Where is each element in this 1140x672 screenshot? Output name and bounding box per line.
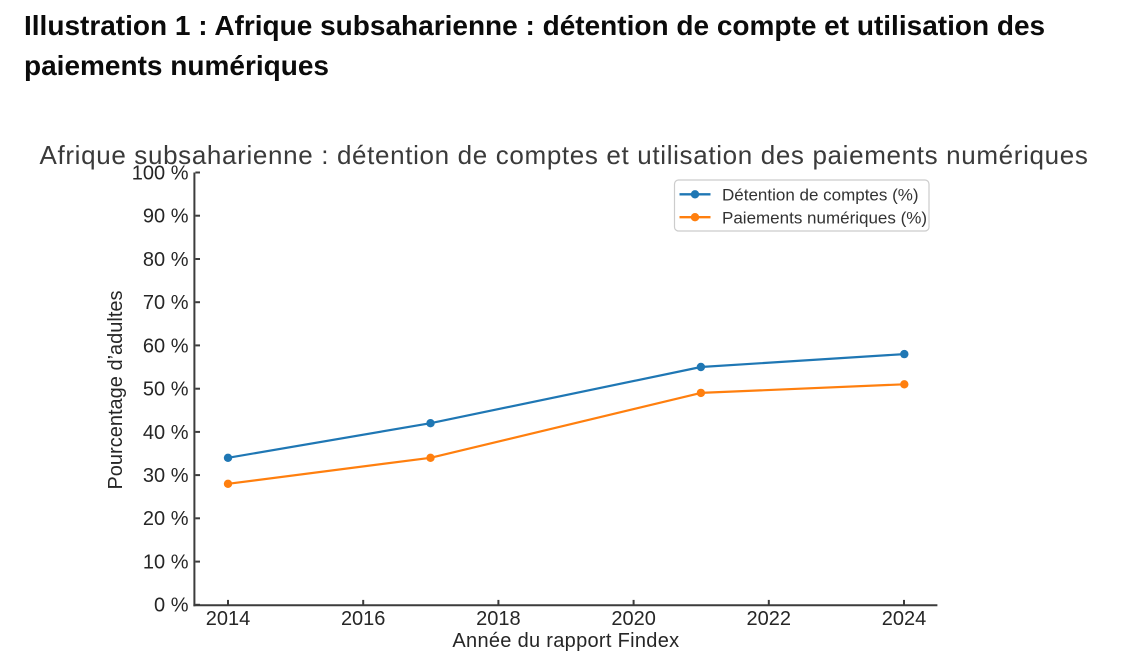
- svg-text:2014: 2014: [206, 608, 251, 630]
- svg-text:60 %: 60 %: [143, 335, 189, 357]
- svg-text:2022: 2022: [747, 608, 792, 630]
- svg-text:10 %: 10 %: [143, 552, 189, 574]
- svg-text:2016: 2016: [341, 608, 386, 630]
- svg-text:Afrique subsaharienne : détent: Afrique subsaharienne : détention de com…: [40, 140, 1089, 170]
- svg-text:50 %: 50 %: [143, 379, 189, 401]
- svg-text:40 %: 40 %: [143, 422, 189, 444]
- svg-text:0 %: 0 %: [154, 595, 189, 617]
- svg-text:2024: 2024: [882, 608, 927, 630]
- svg-text:80 %: 80 %: [143, 249, 189, 271]
- svg-text:70 %: 70 %: [143, 292, 189, 314]
- svg-text:Année du rapport Findex: Année du rapport Findex: [452, 630, 679, 652]
- svg-text:Pourcentage d’adultes: Pourcentage d’adultes: [105, 290, 127, 489]
- svg-text:20 %: 20 %: [143, 508, 189, 530]
- svg-text:30 %: 30 %: [143, 465, 189, 487]
- svg-text:Détention de comptes (%): Détention de comptes (%): [722, 186, 919, 205]
- svg-text:90 %: 90 %: [143, 206, 189, 228]
- svg-text:100 %: 100 %: [132, 162, 189, 184]
- svg-text:Paiements numériques (%): Paiements numériques (%): [722, 209, 927, 228]
- svg-text:2020: 2020: [611, 608, 656, 630]
- svg-text:2018: 2018: [476, 608, 521, 630]
